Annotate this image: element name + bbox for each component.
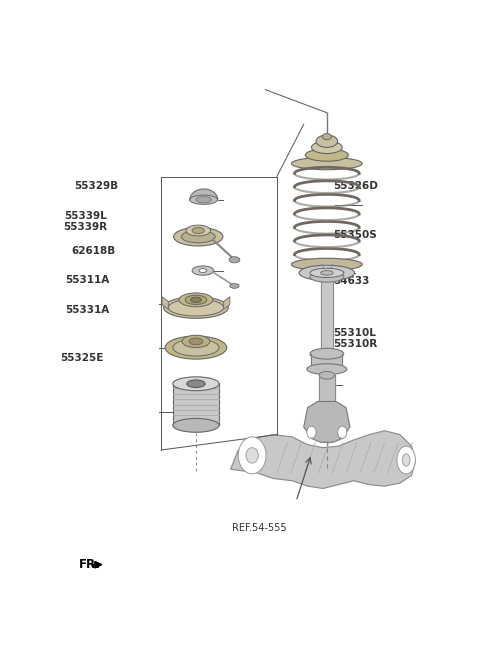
Ellipse shape bbox=[182, 335, 210, 348]
Ellipse shape bbox=[165, 336, 227, 359]
Text: 55326D: 55326D bbox=[333, 181, 378, 191]
Ellipse shape bbox=[190, 195, 217, 204]
Text: 54633: 54633 bbox=[333, 276, 369, 286]
Ellipse shape bbox=[186, 225, 211, 236]
Ellipse shape bbox=[230, 284, 239, 288]
Text: 55310L
55310R: 55310L 55310R bbox=[333, 328, 377, 349]
Ellipse shape bbox=[192, 227, 204, 234]
Ellipse shape bbox=[299, 265, 355, 281]
Ellipse shape bbox=[238, 437, 266, 474]
Text: 55339L
55339R: 55339L 55339R bbox=[63, 211, 108, 233]
Polygon shape bbox=[224, 297, 230, 309]
Polygon shape bbox=[304, 401, 350, 442]
Ellipse shape bbox=[185, 295, 207, 304]
Text: 55350S: 55350S bbox=[333, 230, 377, 240]
Ellipse shape bbox=[192, 266, 214, 275]
Ellipse shape bbox=[174, 227, 223, 246]
Ellipse shape bbox=[307, 364, 347, 374]
Text: 55331A: 55331A bbox=[65, 305, 109, 315]
Text: 55311A: 55311A bbox=[65, 275, 109, 284]
Ellipse shape bbox=[173, 339, 219, 356]
Ellipse shape bbox=[189, 338, 203, 345]
Ellipse shape bbox=[187, 380, 205, 388]
Ellipse shape bbox=[310, 348, 344, 359]
Ellipse shape bbox=[310, 271, 344, 282]
Ellipse shape bbox=[179, 293, 213, 307]
Ellipse shape bbox=[164, 297, 228, 318]
Ellipse shape bbox=[199, 269, 207, 273]
Ellipse shape bbox=[316, 135, 337, 147]
Ellipse shape bbox=[337, 426, 347, 438]
Ellipse shape bbox=[307, 426, 316, 438]
Ellipse shape bbox=[397, 446, 415, 474]
Polygon shape bbox=[230, 431, 415, 489]
Text: FR.: FR. bbox=[79, 558, 101, 571]
Ellipse shape bbox=[322, 133, 332, 140]
Text: 62618B: 62618B bbox=[72, 246, 116, 256]
Ellipse shape bbox=[319, 371, 335, 379]
Text: REF.54-555: REF.54-555 bbox=[232, 522, 286, 533]
Ellipse shape bbox=[402, 454, 410, 466]
Ellipse shape bbox=[191, 297, 201, 302]
Ellipse shape bbox=[291, 158, 362, 170]
Ellipse shape bbox=[312, 141, 342, 154]
Ellipse shape bbox=[196, 196, 211, 203]
Ellipse shape bbox=[173, 377, 219, 391]
Ellipse shape bbox=[229, 257, 240, 263]
Ellipse shape bbox=[305, 149, 348, 161]
Ellipse shape bbox=[246, 447, 258, 463]
Ellipse shape bbox=[173, 419, 219, 432]
Ellipse shape bbox=[181, 231, 215, 243]
Text: 55329B: 55329B bbox=[74, 181, 119, 191]
Polygon shape bbox=[162, 297, 168, 309]
Ellipse shape bbox=[321, 271, 333, 275]
Bar bbox=[173, 383, 219, 425]
Text: 55325E: 55325E bbox=[60, 353, 104, 363]
Ellipse shape bbox=[310, 268, 344, 277]
Ellipse shape bbox=[291, 258, 362, 271]
Ellipse shape bbox=[168, 299, 224, 316]
